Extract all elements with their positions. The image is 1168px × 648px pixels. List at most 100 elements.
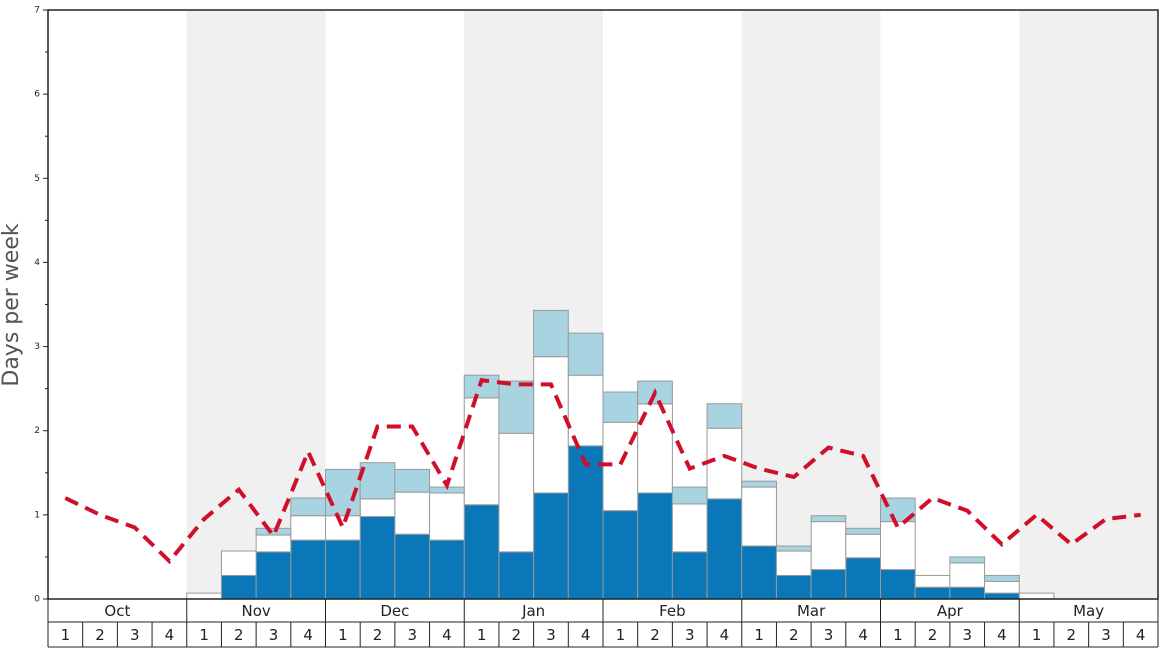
x-tick-label: 2 (95, 626, 105, 644)
bar-segment (671, 486, 708, 505)
bar-segment (880, 521, 916, 571)
y-tick-label: 6 (34, 90, 40, 100)
bar-segment (741, 545, 777, 600)
bar-segment (706, 498, 743, 600)
y-tick-label: 4 (34, 258, 40, 268)
bar-segment (775, 550, 812, 576)
bar-segment (949, 586, 986, 600)
bar-segment (741, 480, 777, 488)
x-tick-label: 4 (1136, 626, 1146, 644)
x-tick-label: 1 (199, 626, 209, 644)
x-tick-label: 4 (165, 626, 175, 644)
bar-segment (845, 533, 881, 559)
bar-segment (533, 309, 569, 358)
y-tick-label: 2 (34, 426, 40, 436)
y-axis-label: Days per week (0, 223, 24, 386)
bar-segment (949, 556, 986, 564)
bar-segment (255, 534, 292, 553)
x-tick-label: 1 (616, 626, 626, 644)
bar-segment (394, 491, 431, 535)
x-tick-label: 4 (858, 626, 868, 644)
bar-segment (602, 510, 639, 600)
month-label: Dec (380, 602, 409, 620)
x-tick-label: 2 (512, 626, 522, 644)
bar-segment (186, 592, 222, 600)
bar-segment (1018, 592, 1055, 600)
bar-segment (463, 397, 500, 506)
bar-segment (984, 592, 1020, 600)
bar-segment (220, 550, 257, 576)
x-tick-label: 1 (754, 626, 764, 644)
bar-segment (533, 356, 569, 494)
bar-segment (880, 497, 916, 523)
bar-segment (706, 403, 743, 429)
x-tick-label: 2 (928, 626, 938, 644)
bar-segment (880, 569, 916, 600)
x-tick-label: 1 (338, 626, 348, 644)
month-label: Apr (937, 602, 964, 620)
bar-segment (775, 574, 812, 600)
bar-segment (914, 586, 951, 600)
bar-segment (984, 574, 1020, 582)
x-tick-label: 2 (373, 626, 383, 644)
x-tick-label: 4 (720, 626, 730, 644)
x-tick-label: 2 (234, 626, 244, 644)
line-series (64, 378, 1141, 565)
bar-segment (810, 569, 847, 600)
x-tick-label: 1 (61, 626, 71, 644)
bar-segment (775, 545, 812, 552)
y-tick-label: 7 (34, 6, 40, 16)
bar-segment (567, 445, 604, 600)
x-tick-label: 1 (1032, 626, 1042, 644)
bar-segment (567, 332, 604, 376)
bar-segment (810, 515, 847, 523)
bar-segment (394, 533, 431, 600)
month-label: Oct (104, 602, 130, 620)
bar-segment (602, 391, 639, 423)
bar-segment (984, 580, 1020, 594)
bar-segment (845, 527, 881, 535)
month-label: May (1073, 602, 1104, 620)
x-tick-label: 3 (407, 626, 417, 644)
month-shade (1019, 10, 1158, 599)
bar-segment (949, 562, 986, 588)
bar-segment (394, 468, 431, 493)
x-tick-label: 1 (477, 626, 487, 644)
bar-segment (359, 498, 396, 518)
x-tick-label: 4 (303, 626, 313, 644)
bar-segment (325, 515, 361, 541)
month-label: Nov (241, 602, 270, 620)
bar-segment (359, 462, 396, 500)
x-tick-label: 2 (650, 626, 660, 644)
month-label: Feb (659, 602, 686, 620)
bar-segment (255, 551, 292, 600)
bar-segment (498, 380, 535, 434)
bar-segment (671, 551, 708, 600)
bar-segment (255, 527, 292, 536)
y-tick-label: 3 (34, 342, 40, 352)
bar-segment (845, 557, 881, 600)
bar-segment (429, 539, 465, 600)
bar-segment (671, 503, 708, 553)
month-label: Jan (521, 602, 545, 620)
x-tick-label: 4 (997, 626, 1007, 644)
bar-segment (741, 486, 777, 547)
x-tick-label: 4 (442, 626, 452, 644)
bar-segment (359, 516, 396, 600)
x-tick-label: 3 (824, 626, 834, 644)
bar-segment (533, 492, 569, 600)
bar-segment (429, 492, 465, 541)
bar-segment (290, 539, 326, 600)
x-tick-label: 3 (130, 626, 140, 644)
bar-segment (290, 515, 326, 541)
bar-segment (810, 521, 847, 571)
bar-segment (463, 504, 500, 600)
month-label: Mar (797, 602, 826, 620)
x-tick-label: 2 (1067, 626, 1077, 644)
x-tick-label: 2 (789, 626, 799, 644)
bar-segment (220, 574, 257, 600)
x-tick-label: 3 (546, 626, 556, 644)
x-tick-label: 3 (1101, 626, 1111, 644)
x-tick-label: 3 (685, 626, 695, 644)
